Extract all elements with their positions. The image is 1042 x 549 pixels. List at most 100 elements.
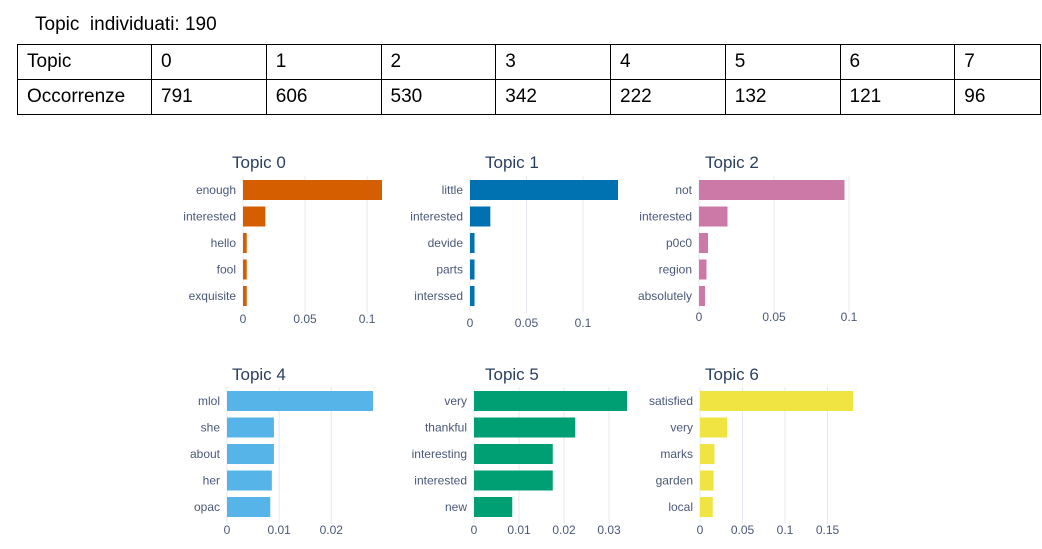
bar [699, 180, 845, 200]
table-cell: 5 [724, 44, 841, 80]
topic-chart: Topic 0 0 0.05 0.1 enough interested hello fool… [183, 153, 382, 326]
category-label: interested [414, 474, 467, 488]
table-row-occurrences: Occorrenze 791 606 530 342 222 132 121 9… [17, 79, 1041, 115]
chart-title: Topic 2 [705, 153, 759, 172]
topics-found-label: Topic individuati: [35, 14, 180, 35]
category-label: local [668, 500, 693, 514]
table-cell: 222 [610, 79, 726, 115]
category-label: opac [194, 500, 220, 514]
bar [700, 417, 728, 438]
table-cell: 530 [380, 79, 497, 115]
category-label: little [442, 183, 464, 197]
x-tick-label: 0.01 [507, 523, 531, 537]
table-cell: 96 [954, 79, 1041, 115]
topic-chart: Topic 6 0 0.05 0.1 0.15 satisfied very marks gar… [649, 365, 853, 537]
bar [470, 206, 491, 227]
x-tick-label: 0.03 [597, 523, 621, 537]
topic-chart: Topic 2 0 0.05 0.1 not interested p0c0 region ab… [638, 153, 858, 324]
category-label: satisfied [649, 394, 693, 408]
topic-occurrence-table: Topic 0 1 2 3 4 5 6 7 Occorrenze 791 606… [17, 44, 1041, 115]
chart-title: Topic 0 [232, 153, 286, 172]
category-label: her [203, 474, 220, 488]
topic-chart: Topic 1 0 0.05 0.1 little interested devide par… [410, 153, 618, 330]
bar [243, 259, 247, 280]
topics-found-count: 190 [184, 14, 217, 35]
x-tick-label: 0 [697, 523, 704, 537]
category-label: devide [428, 236, 464, 250]
x-tick-label: 0.15 [816, 523, 840, 537]
category-label: she [201, 421, 221, 435]
bar [474, 417, 576, 438]
category-label: p0c0 [666, 236, 692, 250]
x-tick-label: 0.02 [320, 523, 344, 537]
bar [700, 391, 853, 411]
x-tick-label: 0 [696, 310, 703, 324]
table-row-topic: Topic 0 1 2 3 4 5 6 7 [17, 44, 1041, 80]
table-cell: 121 [839, 79, 956, 115]
table-cell: 6 [839, 44, 956, 80]
x-tick-label: 0 [224, 523, 231, 537]
x-tick-label: 0.01 [267, 523, 291, 537]
bar [474, 444, 553, 464]
table-cell: 342 [495, 79, 611, 115]
table-cell: 132 [724, 79, 841, 115]
category-label: absolutely [638, 289, 692, 303]
topic-chart: Topic 5 0 0.01 0.02 0.03 very thankful interest… [412, 365, 627, 537]
row-header-topic: Topic [17, 44, 152, 80]
x-tick-label: 0 [467, 316, 474, 330]
table-cell: 791 [151, 79, 267, 115]
bar [699, 206, 728, 227]
category-label: marks [660, 447, 693, 461]
bar [474, 497, 513, 517]
bar [243, 286, 247, 306]
bar [470, 233, 475, 253]
category-label: parts [436, 263, 463, 277]
category-label: very [670, 421, 693, 435]
category-label: fool [217, 263, 236, 277]
bar [470, 180, 618, 200]
bar [699, 233, 708, 253]
category-label: exquisite [189, 289, 237, 303]
category-label: mlol [198, 394, 220, 408]
bar [227, 497, 271, 517]
bar [243, 180, 382, 200]
x-tick-label: 0 [471, 523, 478, 537]
category-label: interested [410, 210, 463, 224]
bar [227, 470, 272, 491]
chart-title: Topic 6 [705, 365, 759, 384]
category-label: about [190, 447, 221, 461]
topic-chart: Topic 4 0 0.01 0.02 mlol she about her opac [190, 365, 373, 537]
bar [700, 470, 714, 491]
bar [474, 391, 627, 411]
x-tick-label: 0.05 [731, 523, 755, 537]
table-cell: 7 [954, 44, 1041, 80]
bar [227, 391, 373, 411]
row-header-occurrences: Occorrenze [17, 79, 152, 115]
table-cell: 606 [265, 79, 382, 115]
topics-found-headline: Topic individuati: 190 [35, 14, 217, 36]
category-label: interssed [414, 289, 463, 303]
bar [470, 286, 475, 306]
x-tick-label: 0.1 [359, 312, 376, 326]
bar [227, 417, 274, 438]
chart-title: Topic 5 [485, 365, 539, 384]
bar [227, 444, 274, 464]
category-label: enough [196, 183, 236, 197]
x-tick-label: 0.1 [841, 310, 858, 324]
bar [700, 497, 713, 517]
table-cell: 0 [151, 44, 267, 80]
category-label: interested [183, 210, 236, 224]
category-label: interested [639, 210, 692, 224]
category-label: very [444, 394, 467, 408]
x-tick-label: 0.1 [575, 316, 592, 330]
table-cell: 3 [495, 44, 611, 80]
bar [699, 259, 707, 280]
x-tick-label: 0.05 [515, 316, 539, 330]
category-label: interesting [412, 447, 467, 461]
bar [243, 233, 247, 253]
category-label: hello [211, 236, 237, 250]
x-tick-label: 0.05 [762, 310, 786, 324]
category-label: not [675, 183, 692, 197]
category-label: garden [656, 474, 693, 488]
bar [699, 286, 705, 306]
